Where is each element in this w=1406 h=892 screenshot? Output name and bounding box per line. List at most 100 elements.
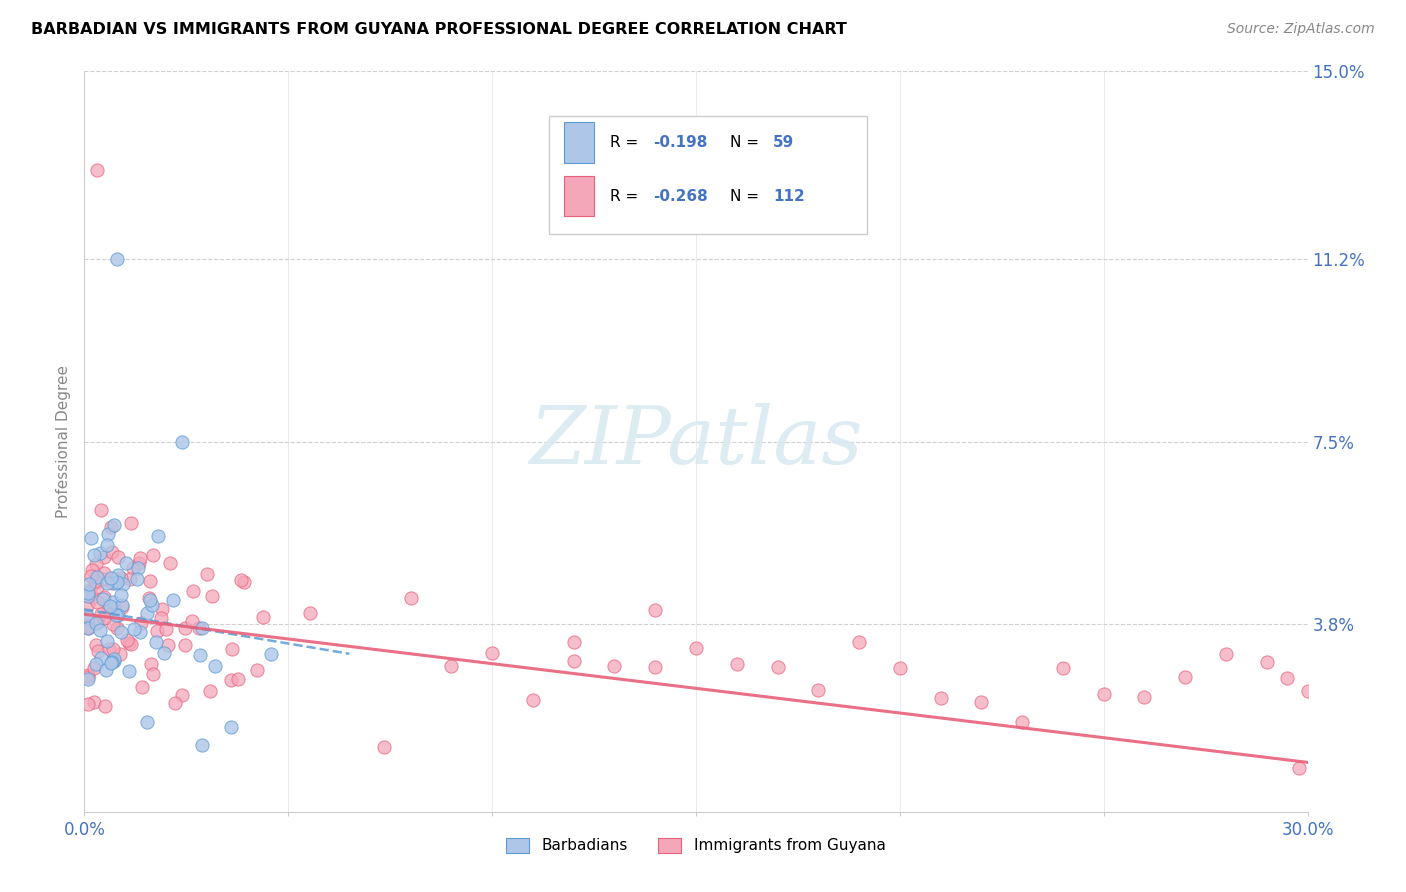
Point	[1011, 714, 1033, 729]
Text: R =: R =	[610, 188, 644, 203]
Point	[101, 545, 124, 559]
Point	[107, 567, 129, 582]
Legend: Barbadians, Immigrants from Guyana: Barbadians, Immigrants from Guyana	[501, 831, 891, 860]
Point	[110, 571, 132, 585]
Point	[1052, 661, 1074, 675]
Point	[190, 739, 212, 753]
Point	[77, 621, 100, 635]
Point	[93, 549, 115, 564]
Point	[129, 615, 152, 630]
Point	[219, 673, 242, 687]
Point	[103, 517, 125, 532]
Point	[77, 618, 100, 632]
Point	[84, 638, 107, 652]
Point	[233, 575, 256, 590]
Point	[644, 660, 666, 674]
Point	[1256, 655, 1278, 669]
Point	[1296, 683, 1319, 698]
Point	[90, 607, 112, 621]
Point	[145, 634, 167, 648]
Point	[120, 637, 142, 651]
Point	[138, 574, 160, 588]
Point	[299, 606, 322, 620]
Point	[170, 688, 193, 702]
Point	[105, 252, 128, 266]
Point	[93, 611, 115, 625]
Point	[522, 693, 544, 707]
Point	[1174, 671, 1197, 685]
Point	[603, 658, 626, 673]
Point	[153, 646, 176, 660]
Text: ZIPatlas: ZIPatlas	[529, 403, 863, 480]
Point	[848, 634, 870, 648]
Point	[94, 698, 117, 713]
Point	[111, 598, 134, 612]
Point	[129, 625, 152, 640]
FancyBboxPatch shape	[564, 176, 595, 217]
Point	[1277, 672, 1299, 686]
Point	[90, 650, 112, 665]
Point	[107, 621, 129, 635]
Point	[200, 684, 222, 698]
Point	[138, 591, 160, 605]
Point	[87, 644, 110, 658]
Point	[1092, 687, 1115, 701]
Point	[77, 611, 100, 625]
Point	[141, 657, 163, 671]
Text: R =: R =	[610, 136, 644, 151]
Point	[103, 616, 125, 631]
Point	[96, 538, 118, 552]
Point	[96, 634, 118, 648]
Point	[82, 563, 104, 577]
Point	[90, 502, 112, 516]
Point	[87, 615, 110, 630]
Point	[399, 591, 422, 606]
Point	[970, 695, 993, 709]
Point	[77, 609, 100, 624]
Point	[100, 655, 122, 669]
Point	[103, 601, 125, 615]
Point	[89, 623, 111, 637]
Point	[97, 527, 120, 541]
Point	[115, 633, 138, 648]
Point	[98, 642, 121, 657]
Point	[440, 659, 463, 673]
Point	[373, 739, 395, 754]
Point	[77, 583, 100, 598]
Point	[204, 659, 226, 673]
Point	[86, 570, 108, 584]
Point	[128, 556, 150, 570]
Point	[93, 566, 115, 580]
Point	[103, 652, 125, 666]
Point	[77, 589, 100, 603]
Point	[84, 657, 107, 672]
Point	[725, 657, 748, 672]
Point	[136, 606, 159, 620]
Point	[188, 648, 211, 663]
Point	[889, 661, 911, 675]
Point	[131, 681, 153, 695]
Point	[766, 660, 789, 674]
Point	[84, 576, 107, 591]
Point	[246, 663, 269, 677]
Point	[77, 668, 100, 682]
Point	[135, 714, 157, 729]
Point	[108, 647, 131, 661]
Point	[481, 646, 503, 660]
Point	[807, 683, 830, 698]
Point	[77, 597, 100, 611]
Point	[110, 588, 132, 602]
Point	[1215, 647, 1237, 661]
Point	[100, 576, 122, 591]
Point	[156, 639, 179, 653]
Text: N =: N =	[730, 136, 763, 151]
Point	[150, 602, 173, 616]
Point	[201, 589, 224, 603]
Point	[93, 590, 115, 604]
Point	[181, 584, 204, 599]
Point	[93, 572, 115, 586]
Point	[115, 556, 138, 570]
Point	[110, 624, 132, 639]
Point	[191, 621, 214, 635]
Point	[155, 622, 177, 636]
